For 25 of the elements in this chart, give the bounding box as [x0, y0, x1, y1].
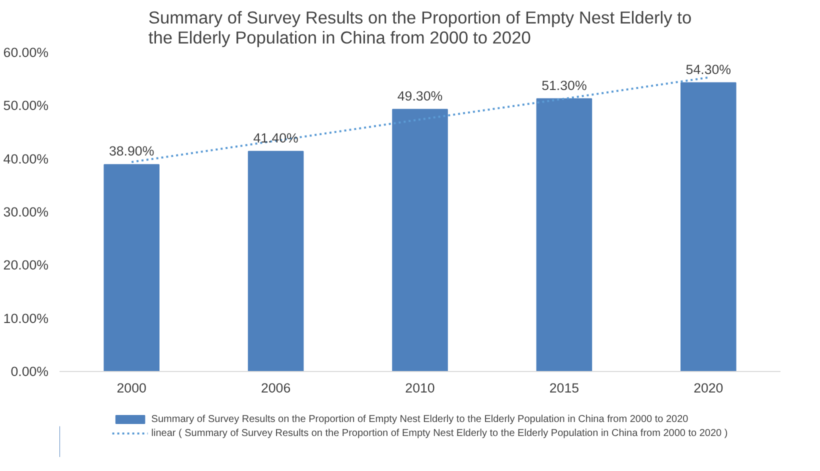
- data-label: 54.30%: [686, 62, 732, 77]
- y-tick-label: 40.00%: [3, 151, 49, 166]
- y-tick-label: 10.00%: [3, 310, 49, 326]
- legend-label: Summary of Survey Results on the Proportion of Empty Nest Elderly to the Elderly Population in China from 2000 to 2020: [151, 413, 688, 425]
- x-tick-label: 2006: [260, 380, 291, 396]
- y-tick-label: 0.00%: [10, 364, 49, 379]
- y-tick-label: 20.00%: [3, 258, 49, 273]
- y-tick-label: 50.00%: [3, 98, 49, 114]
- bar: [104, 164, 160, 372]
- bar: [536, 98, 592, 372]
- bar: [680, 82, 736, 372]
- x-tick-label: 2000: [116, 380, 146, 396]
- bar: [392, 108, 448, 372]
- data-label: 51.30%: [542, 78, 587, 93]
- x-tick-label: 2010: [405, 380, 435, 396]
- data-label: 49.30%: [397, 88, 443, 104]
- data-label: 38.90%: [109, 144, 154, 159]
- x-tick-label: 2020: [694, 380, 724, 396]
- chart-title: Summary of Survey Results on the Proportion of Empty Nest Elderly to the Elderly Population in China from 2000 to 2020: [148, 8, 692, 48]
- legend-label: linear ( Summary of Survey Results on the Proportion of Empty Nest Elderly to the Elderly Population in China from 2000 to 2020 ): [151, 427, 728, 439]
- bar: [248, 150, 304, 372]
- x-tick-label: 2015: [549, 380, 580, 396]
- y-tick-label: 30.00%: [3, 204, 49, 220]
- y-tick-label: 60.00%: [3, 45, 49, 60]
- data-label: 41.40%: [253, 130, 299, 146]
